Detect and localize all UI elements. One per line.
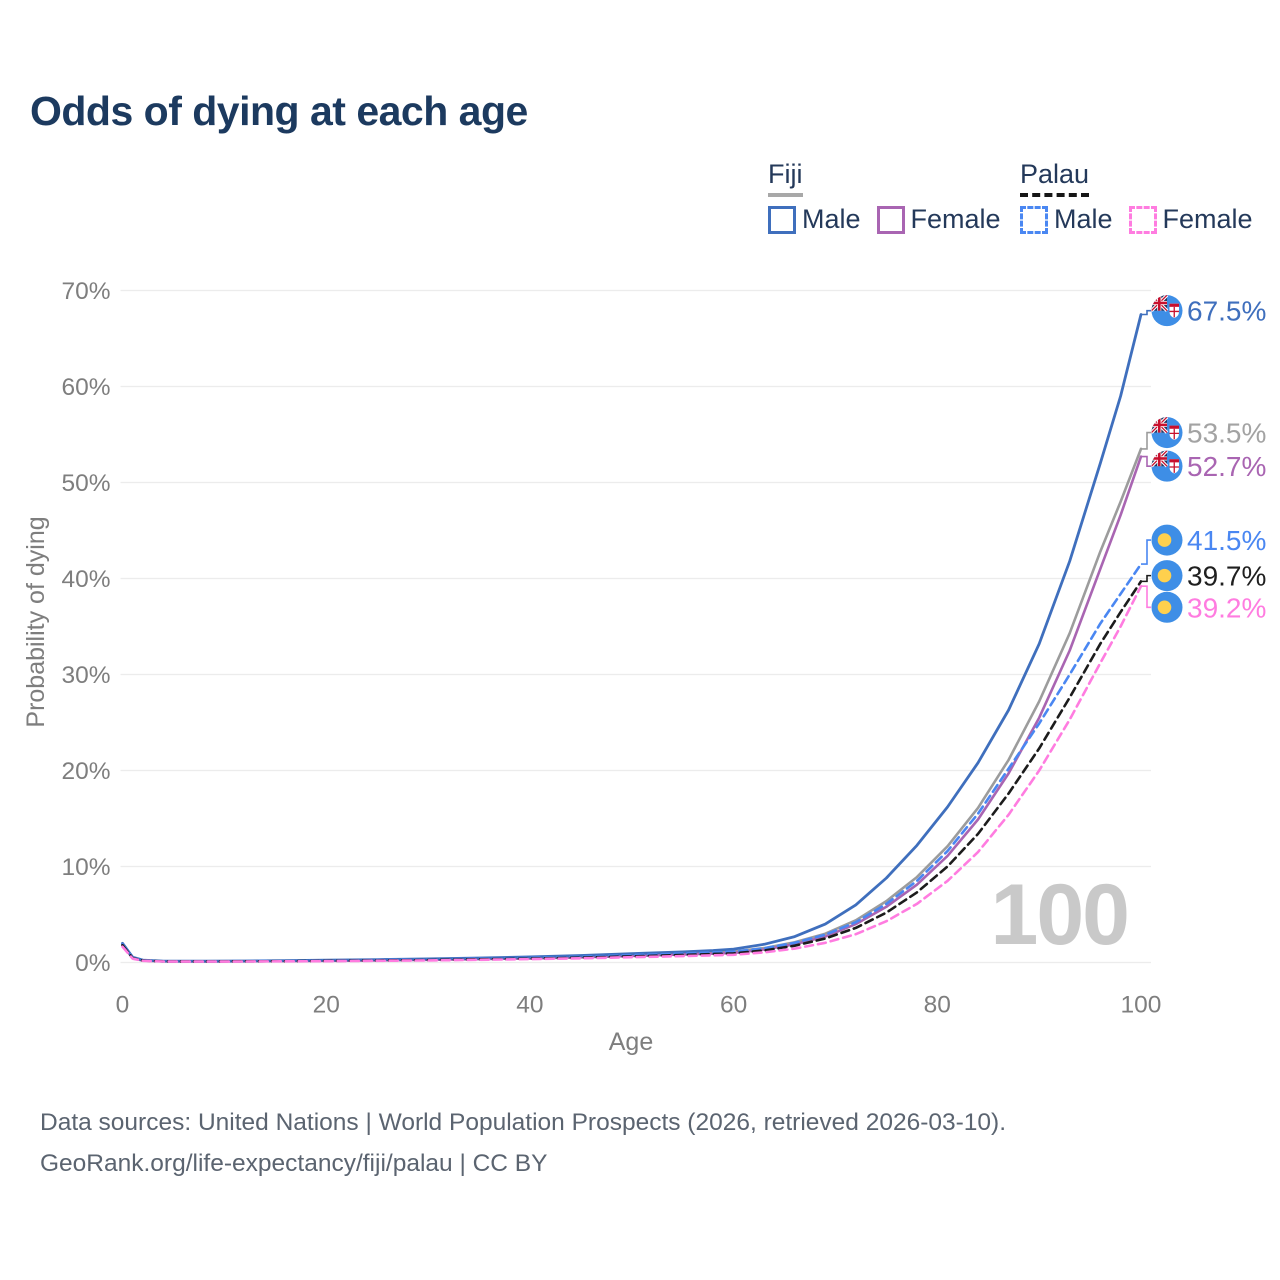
grid-layer: 0% 10% 20% 30% 40% 50% 60% 70% 0 20 40 60 80 100 <box>61 278 1161 1019</box>
palau-flag-icon <box>1151 524 1183 556</box>
legend-label-fiji-male: Male <box>802 204 861 235</box>
legend-item-palau-male[interactable]: Male <box>1020 204 1113 235</box>
attribution-line: GeoRank.org/life-expectancy/fiji/palau |… <box>40 1150 548 1177</box>
end-label-value-fiji-female: 52.7% <box>1187 451 1266 482</box>
y-tick-label: 30% <box>61 662 110 689</box>
legend-country-palau: Palau <box>1020 159 1090 197</box>
y-tick-label: 50% <box>61 470 110 497</box>
legend-swatch-palau-female[interactable] <box>1128 205 1157 234</box>
y-tick-label: 0% <box>75 950 110 977</box>
end-label-connector-palau-female <box>1141 585 1151 609</box>
footer: Data sources: United Nations | World Pop… <box>40 1102 1006 1184</box>
end-label-value-palau-male: 41.5% <box>1187 525 1266 556</box>
x-tick-label: 40 <box>516 992 543 1019</box>
x-tick-label: 0 <box>116 992 130 1019</box>
end-label-connector-palau-total <box>1141 574 1151 583</box>
legend-group-fiji: Fiji Male Female <box>768 159 1017 235</box>
y-tick-label: 10% <box>61 854 110 881</box>
legend-country-fiji: Fiji <box>768 159 803 197</box>
series-line-palau-male[interactable] <box>121 562 1143 963</box>
x-axis-title: Age <box>609 1028 653 1056</box>
fiji-flag-icon <box>1152 451 1183 482</box>
fiji-flag-icon <box>1152 295 1183 326</box>
y-tick-label: 60% <box>61 374 110 401</box>
legend-swatch-palau-male[interactable] <box>1020 205 1048 234</box>
series-layer <box>121 313 1143 963</box>
legend-item-fiji-male[interactable]: Male <box>768 204 861 235</box>
end-label-value-palau-female: 39.2% <box>1187 592 1266 623</box>
end-label-connector-fiji-female <box>1141 455 1151 467</box>
x-tick-label: 60 <box>720 992 747 1019</box>
series-line-palau-total[interactable] <box>121 580 1143 963</box>
x-tick-label: 80 <box>924 992 951 1019</box>
end-label-value-fiji-male: 67.5% <box>1187 296 1266 327</box>
x-tick-label: 100 <box>1121 992 1162 1019</box>
legend-group-palau: Palau Male Female <box>1020 159 1269 235</box>
legend-item-palau-female[interactable]: Female <box>1128 204 1253 235</box>
legend-swatch-fiji-female[interactable] <box>876 205 905 234</box>
series-line-fiji-male[interactable] <box>121 313 1143 963</box>
end-label-layer: 67.5% 53.5%52.7% 41.5% 39.7%39.2% <box>1141 295 1266 623</box>
y-tick-label: 40% <box>61 566 110 593</box>
end-label-connector-fiji-male <box>1141 309 1151 316</box>
x-tick-label: 20 <box>313 992 340 1019</box>
y-axis-title: Probability of dying <box>22 516 50 727</box>
legend-row-fiji: Male Female <box>768 204 1017 235</box>
fiji-flag-icon <box>1152 417 1183 448</box>
data-sources-line: Data sources: United Nations | World Pop… <box>40 1109 1007 1136</box>
series-line-fiji-female[interactable] <box>121 455 1143 963</box>
end-label-connector-fiji-total <box>1141 431 1151 450</box>
series-line-fiji-total[interactable] <box>121 447 1143 963</box>
legend-row-palau: Male Female <box>1020 204 1269 235</box>
legend-label-palau-male: Male <box>1054 204 1113 235</box>
palau-flag-icon <box>1151 560 1183 592</box>
series-line-palau-female[interactable] <box>121 584 1143 963</box>
page-title: Odds of dying at each age <box>30 88 528 134</box>
y-tick-label: 70% <box>61 278 110 305</box>
legend-label-palau-female: Female <box>1162 204 1253 235</box>
watermark-age-label: 100 <box>990 867 1131 963</box>
legend-swatch-fiji-male[interactable] <box>768 205 796 234</box>
legend-label-fiji-female: Female <box>910 204 1001 235</box>
end-label-value-fiji-total: 53.5% <box>1187 418 1266 449</box>
end-label-value-palau-total: 39.7% <box>1187 561 1266 592</box>
legend-item-fiji-female[interactable]: Female <box>876 204 1001 235</box>
end-label-connector-palau-male <box>1141 539 1151 565</box>
palau-flag-icon <box>1151 591 1183 623</box>
y-tick-label: 20% <box>61 758 110 785</box>
